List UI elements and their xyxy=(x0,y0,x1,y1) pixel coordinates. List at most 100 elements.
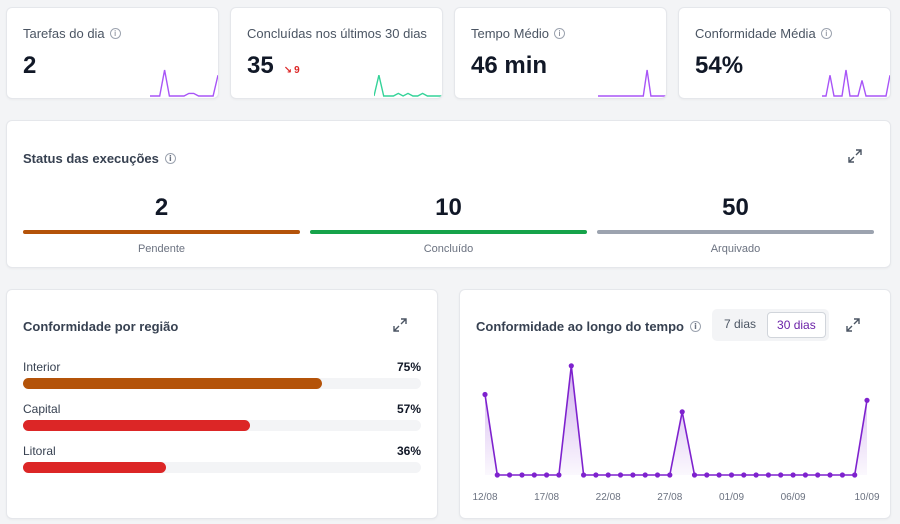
status-card: Status das execuções i 2 Pendente 10 Con… xyxy=(6,120,891,268)
x-tick-label: 17/08 xyxy=(534,492,559,503)
toggle-30-dias[interactable]: 30 dias xyxy=(767,312,826,338)
stat-title: Conformidade Média xyxy=(695,26,816,41)
x-tick-label: 06/09 xyxy=(781,492,806,503)
region-name: Capital xyxy=(23,402,61,416)
expand-icon[interactable] xyxy=(846,318,860,332)
region-fill xyxy=(23,420,250,431)
regions-card: Conformidade por região Interior 75% Capi… xyxy=(6,289,438,519)
status-concluido[interactable]: 10 Concluído xyxy=(310,191,587,255)
stat-value: 46 min xyxy=(471,52,548,79)
stat-value: 2 xyxy=(23,52,37,79)
status-arquivado[interactable]: 50 Arquivado xyxy=(597,191,874,255)
sparkline-line xyxy=(822,69,890,97)
chart-point[interactable] xyxy=(839,472,845,478)
chart-point[interactable] xyxy=(667,472,673,478)
sparkline-line xyxy=(150,69,218,97)
delta-badge: ↘ 9 xyxy=(284,65,300,76)
timeline-chart: 12/08 17/08 22/08 27/08 01/09 06/09 10/09 xyxy=(472,363,880,503)
region-row-litoral: Litoral 36% xyxy=(23,444,421,473)
section-title: Conformidade ao longo do tempo xyxy=(476,319,684,334)
chart-point[interactable] xyxy=(704,472,710,478)
chart-point[interactable] xyxy=(507,472,513,478)
stat-title: Concluídas nos últimos 30 dias xyxy=(247,26,427,41)
chart-point[interactable] xyxy=(642,472,648,478)
stat-title: Tarefas do dia xyxy=(23,26,105,41)
chart-point[interactable] xyxy=(581,472,587,478)
chart-point[interactable] xyxy=(617,472,624,478)
chart-point[interactable] xyxy=(531,472,537,478)
chart-point[interactable] xyxy=(482,391,488,398)
x-tick-label: 10/09 xyxy=(854,492,879,503)
chart-point[interactable] xyxy=(864,397,870,403)
sparkline-line xyxy=(374,75,442,97)
sparkline xyxy=(598,69,666,97)
chart-point[interactable] xyxy=(519,472,525,478)
region-fill xyxy=(23,378,322,389)
chart-point[interactable] xyxy=(494,472,500,478)
status-pendente[interactable]: 2 Pendente xyxy=(23,191,300,255)
status-value: 50 xyxy=(722,194,749,221)
region-pct: 75% xyxy=(396,360,421,374)
x-tick-label: 22/08 xyxy=(596,492,621,503)
region-pct: 57% xyxy=(396,402,421,416)
chart-point[interactable] xyxy=(691,472,698,478)
chart-point[interactable] xyxy=(679,409,685,415)
sparkline-line xyxy=(598,69,666,97)
stat-card-concluidas: Concluídas nos últimos 30 dias 35 ↘ 9 xyxy=(230,7,443,99)
chart-area xyxy=(485,365,867,475)
chart-point[interactable] xyxy=(568,363,574,369)
region-name: Interior xyxy=(23,360,61,374)
region-fill xyxy=(23,462,167,473)
chart-point[interactable] xyxy=(716,472,722,478)
region-name: Litoral xyxy=(23,444,56,458)
sparkline xyxy=(374,75,442,97)
delta-value: 9 xyxy=(294,65,300,76)
chart-point[interactable] xyxy=(605,472,611,478)
chart-point[interactable] xyxy=(593,472,599,478)
chart-point[interactable] xyxy=(753,472,759,478)
region-track xyxy=(23,420,421,431)
arrow-down-right-icon: ↘ xyxy=(283,65,293,76)
info-icon[interactable]: i xyxy=(109,28,121,39)
status-label: Concluído xyxy=(423,243,474,255)
sparkline xyxy=(822,69,890,97)
stat-value: 54% xyxy=(695,52,744,79)
status-label: Pendente xyxy=(137,243,186,255)
info-icon[interactable]: i xyxy=(690,321,701,332)
expand-icon[interactable] xyxy=(848,149,862,163)
stat-title: Tempo Médio xyxy=(471,26,550,41)
chart-point[interactable] xyxy=(802,472,808,478)
region-track xyxy=(23,378,421,389)
chart-point[interactable] xyxy=(778,472,784,478)
region-track xyxy=(23,462,421,473)
chart-point[interactable] xyxy=(765,472,771,478)
x-tick-label: 01/09 xyxy=(719,492,744,503)
info-icon[interactable]: i xyxy=(554,28,566,39)
x-tick-label: 27/08 xyxy=(657,492,682,503)
region-row-capital: Capital 57% xyxy=(23,402,421,431)
chart-point[interactable] xyxy=(630,472,636,478)
status-value: 10 xyxy=(435,194,462,221)
chart-point[interactable] xyxy=(556,472,562,478)
toggle-7-dias[interactable]: 7 dias xyxy=(724,317,757,331)
status-bar xyxy=(310,230,587,234)
status-bar xyxy=(23,230,300,234)
status-value: 2 xyxy=(154,194,169,221)
chart-point[interactable] xyxy=(654,472,661,478)
chart-point[interactable] xyxy=(544,472,550,478)
sparkline xyxy=(150,69,218,97)
expand-icon[interactable] xyxy=(393,318,407,332)
chart-point[interactable] xyxy=(728,472,735,478)
x-tick-label: 12/08 xyxy=(472,492,497,503)
chart-point[interactable] xyxy=(852,472,858,478)
chart-point[interactable] xyxy=(827,472,833,478)
region-row-interior: Interior 75% xyxy=(23,360,421,389)
stat-value: 35 xyxy=(247,52,274,79)
chart-point[interactable] xyxy=(741,472,747,478)
chart-point[interactable] xyxy=(815,472,821,478)
stat-card-conformidade: Conformidade Média i 54% xyxy=(678,7,891,99)
info-icon[interactable]: i xyxy=(820,28,832,39)
info-icon[interactable]: i xyxy=(164,153,176,164)
status-label: Arquivado xyxy=(710,243,761,255)
chart-point[interactable] xyxy=(790,472,796,478)
